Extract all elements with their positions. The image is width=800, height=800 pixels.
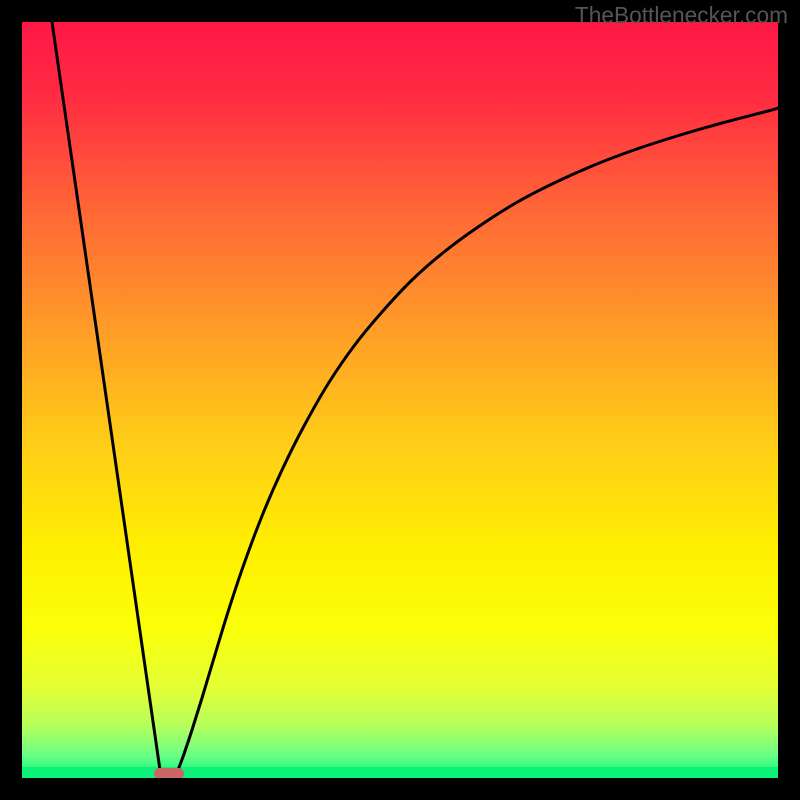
curve-layer (22, 22, 778, 778)
watermark-text: TheBottlenecker.com (575, 2, 788, 29)
bottleneck-marker (154, 768, 184, 779)
plot-area (22, 22, 778, 778)
bottleneck-chart: TheBottlenecker.com (0, 0, 800, 800)
left-descending-line (52, 22, 160, 770)
right-asymptotic-curve (178, 108, 778, 770)
